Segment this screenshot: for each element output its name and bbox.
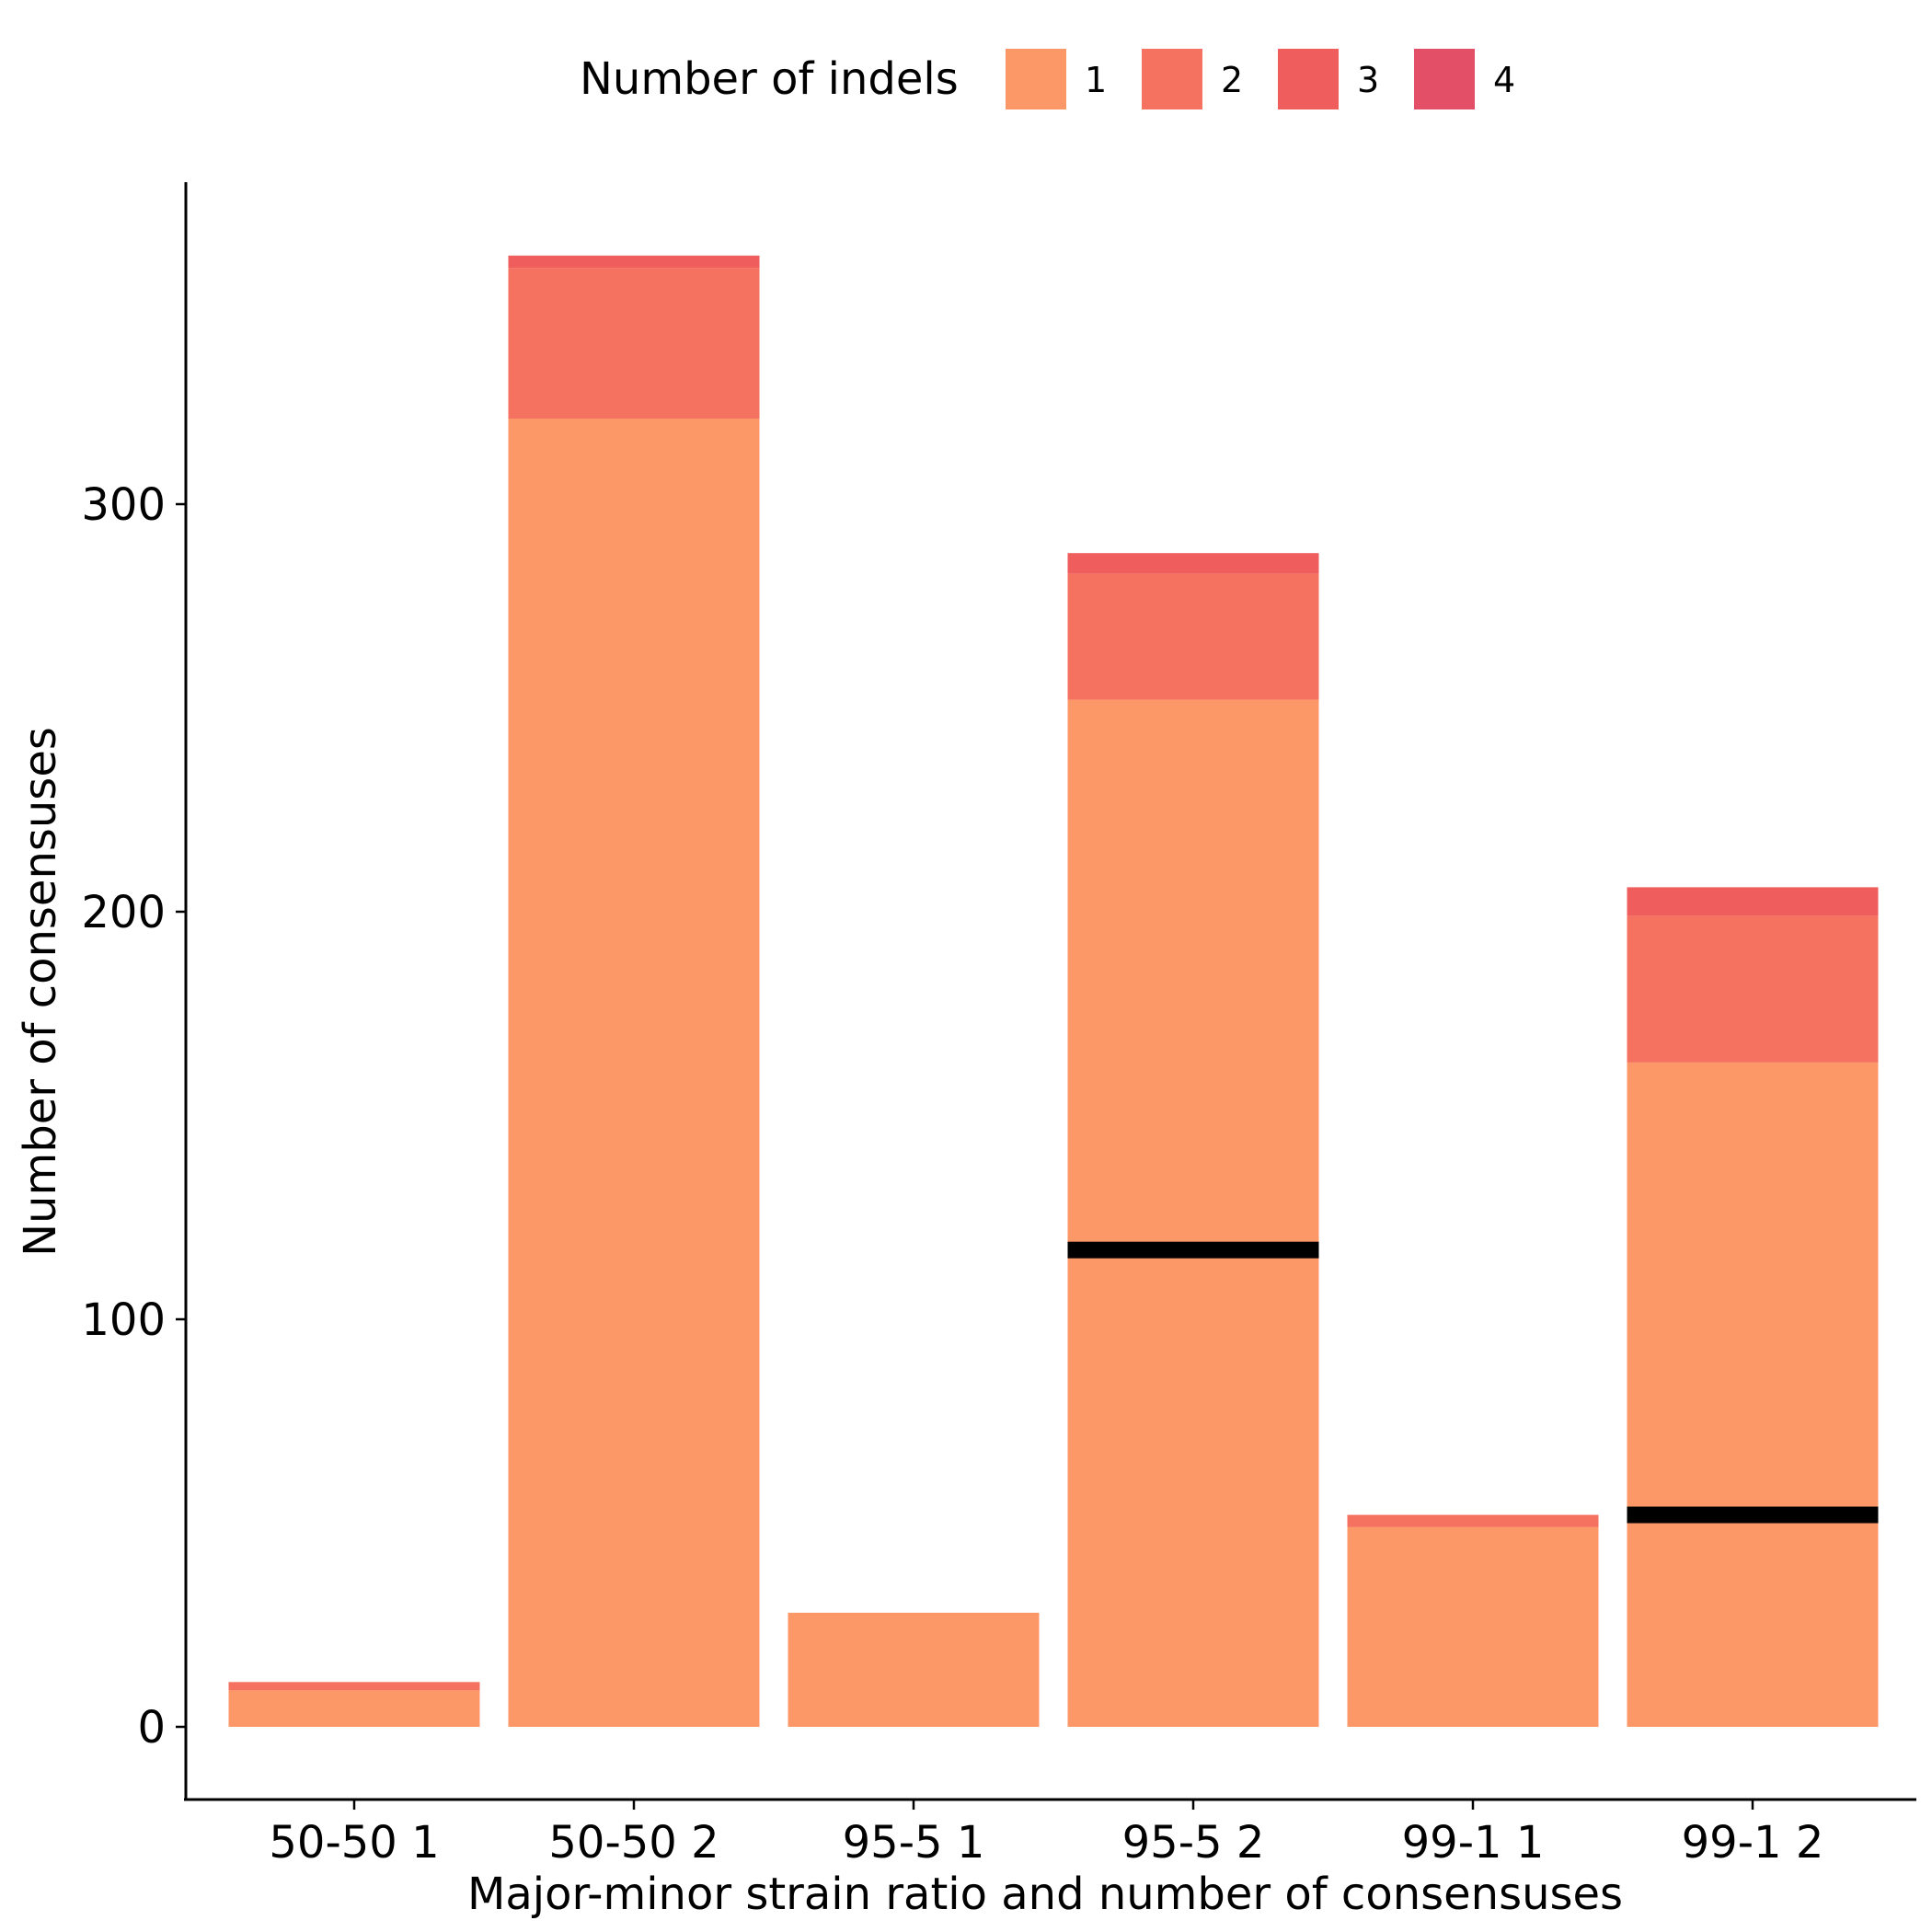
bar-95-5-2-indels-2: [1067, 573, 1319, 700]
legend-label-1: 1: [1085, 60, 1107, 100]
bar-99-1-2-indels-3: [1627, 887, 1879, 916]
bar-50-50-1-indels-1: [228, 1690, 480, 1727]
bar-95-5-2-indels-3: [1067, 553, 1319, 574]
legend-label-3: 3: [1357, 60, 1379, 100]
bar-50-50-2-indels-1: [508, 419, 760, 1727]
legend-label-4: 4: [1493, 60, 1515, 100]
x-tick-label-50-50-2: 50-50 2: [548, 1817, 719, 1869]
bar-95-5-1-indels-1: [788, 1613, 1040, 1727]
bar-50-50-2-indels-3: [508, 255, 760, 269]
reference-lines: [1067, 1241, 1879, 1524]
legend-title: Number of indels: [580, 53, 959, 105]
legend-label-2: 2: [1221, 60, 1243, 100]
bar-95-5-2-indels-1: [1067, 699, 1319, 1727]
reference-line-95-5-2: [1067, 1241, 1319, 1259]
x-tick-label-95-5-1: 95-5 1: [843, 1817, 985, 1869]
y-axis: 0 100 200 300: [81, 182, 188, 1800]
legend-key-4: [1414, 49, 1475, 109]
y-axis-title: Number of consensuses: [15, 727, 66, 1257]
bar-99-1-2-indels-1: [1627, 1062, 1879, 1727]
y-tick-label-200: 200: [81, 887, 166, 938]
legend-key-2: [1142, 49, 1202, 109]
y-tick-label-300: 300: [81, 479, 166, 531]
bar-99-1-1-indels-2: [1347, 1514, 1599, 1527]
x-tick-label-99-1-1: 99-1 1: [1402, 1817, 1545, 1869]
legend-key-1: [1006, 49, 1066, 109]
x-tick-label-99-1-2: 99-1 2: [1682, 1817, 1824, 1869]
x-axis: 50-50 1 50-50 2 95-5 1 95-5 2 99-1 1 99-1 2: [184, 1798, 1916, 1869]
bar-99-1-1-indels-1: [1347, 1526, 1599, 1727]
x-axis-title: Major-minor strain ratio and number of c…: [467, 1869, 1623, 1920]
y-tick-label-0: 0: [137, 1702, 166, 1754]
legend: Number of indels 1 2 3 4: [580, 49, 1515, 109]
x-tick-label-50-50-1: 50-50 1: [269, 1817, 439, 1869]
bar-50-50-2-indels-2: [508, 268, 760, 419]
bar-50-50-1-indels-2: [228, 1682, 480, 1691]
legend-key-3: [1278, 49, 1339, 109]
bar-99-1-2-indels-2: [1627, 915, 1879, 1063]
bars: [228, 255, 1879, 1727]
x-tick-label-95-5-2: 95-5 2: [1122, 1817, 1265, 1869]
reference-line-99-1-2: [1627, 1506, 1879, 1524]
y-tick-label-100: 100: [81, 1294, 166, 1346]
